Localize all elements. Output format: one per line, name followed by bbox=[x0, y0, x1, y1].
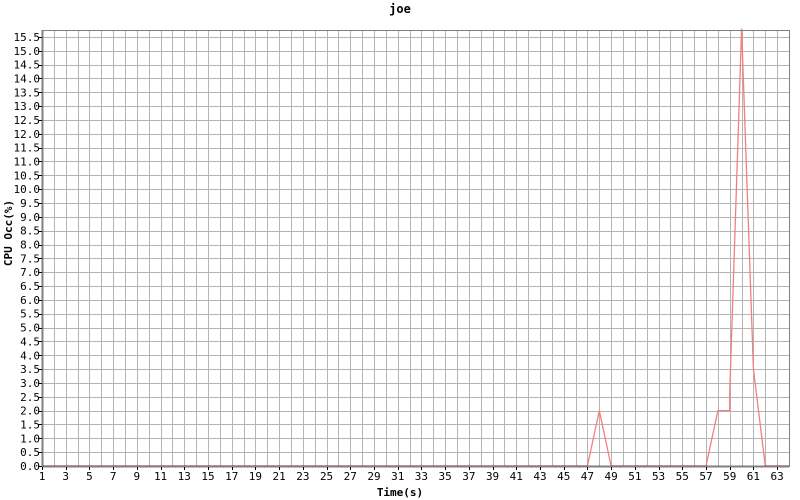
x-tick-label: 13 bbox=[178, 470, 191, 483]
y-tick-label: 15.5 bbox=[14, 31, 41, 44]
y-tick-label: 13.0 bbox=[14, 100, 41, 113]
y-tick-label: 14.0 bbox=[14, 72, 41, 85]
y-tick-label: 12.5 bbox=[14, 114, 41, 127]
y-tick-label: 6.0 bbox=[20, 294, 40, 307]
y-tick-label: 14.5 bbox=[14, 59, 41, 72]
x-tick-label: 57 bbox=[699, 470, 712, 483]
y-tick-label: 10.0 bbox=[14, 183, 41, 196]
x-tick-label: 21 bbox=[273, 470, 286, 483]
x-tick-label: 43 bbox=[533, 470, 546, 483]
y-tick-label: 3.5 bbox=[20, 363, 40, 376]
y-tick-label: 7.0 bbox=[20, 266, 40, 279]
x-tick-label: 7 bbox=[110, 470, 117, 483]
y-tick-label: 4.5 bbox=[20, 335, 40, 348]
y-tick-label: 0.5 bbox=[20, 446, 40, 459]
x-tick-label: 17 bbox=[225, 470, 238, 483]
grid-lines bbox=[42, 30, 789, 466]
x-tick-label: 53 bbox=[652, 470, 665, 483]
x-tick-label: 27 bbox=[344, 470, 357, 483]
series-group bbox=[42, 28, 789, 467]
x-tick-label: 11 bbox=[154, 470, 167, 483]
y-tick-label: 8.5 bbox=[20, 225, 40, 238]
y-tick-label: 1.0 bbox=[20, 432, 40, 445]
y-tick-label: 15.0 bbox=[14, 45, 41, 58]
x-tick-label: 5 bbox=[86, 470, 93, 483]
y-tick-label: 6.5 bbox=[20, 280, 40, 293]
x-tick-label: 29 bbox=[367, 470, 380, 483]
x-axis-label: Time(s) bbox=[377, 486, 423, 499]
y-tick-label: 11.5 bbox=[14, 142, 41, 155]
y-tick-label: 1.5 bbox=[20, 418, 40, 431]
x-tick-label: 39 bbox=[486, 470, 499, 483]
x-tick-label: 47 bbox=[581, 470, 594, 483]
series-line bbox=[42, 28, 789, 467]
x-tick-label: 31 bbox=[391, 470, 404, 483]
x-tick-label: 59 bbox=[723, 470, 736, 483]
x-tick-label: 25 bbox=[320, 470, 333, 483]
y-tick-label: 5.0 bbox=[20, 322, 40, 335]
y-tick-label: 10.5 bbox=[14, 169, 41, 182]
x-tick-label: 55 bbox=[676, 470, 689, 483]
x-tick-label: 15 bbox=[201, 470, 214, 483]
chart-title: joe bbox=[389, 2, 411, 16]
y-tick-label: 11.0 bbox=[14, 155, 41, 168]
y-tick-label: 12.0 bbox=[14, 128, 41, 141]
x-tick-label: 35 bbox=[439, 470, 452, 483]
x-tick-label: 1 bbox=[39, 470, 46, 483]
x-tick-label: 63 bbox=[771, 470, 784, 483]
y-tick-label: 2.5 bbox=[20, 391, 40, 404]
y-tick-label: 3.0 bbox=[20, 377, 40, 390]
x-tick-label: 33 bbox=[415, 470, 428, 483]
x-tick-label: 45 bbox=[557, 470, 570, 483]
x-axis-ticks: 1 3 5 7 9 11 13 15 17 19 21 23 25 27 29 31 33 35 37 39 41 43 4… bbox=[39, 466, 784, 483]
x-tick-label: 37 bbox=[462, 470, 475, 483]
x-tick-label: 51 bbox=[628, 470, 641, 483]
x-tick-label: 49 bbox=[605, 470, 618, 483]
x-tick-label: 61 bbox=[747, 470, 760, 483]
y-tick-label: 2.0 bbox=[20, 405, 40, 418]
y-tick-label: 4.0 bbox=[20, 349, 40, 362]
y-tick-label: 9.0 bbox=[20, 211, 40, 224]
y-tick-label: 8.0 bbox=[20, 239, 40, 252]
x-tick-label: 41 bbox=[510, 470, 523, 483]
x-tick-label: 3 bbox=[62, 470, 69, 483]
x-tick-label: 23 bbox=[296, 470, 309, 483]
y-tick-label: 13.5 bbox=[14, 86, 41, 99]
x-tick-label: 9 bbox=[134, 470, 141, 483]
y-axis-label: CPU Occ(%) bbox=[2, 200, 15, 266]
x-tick-label: 19 bbox=[249, 470, 262, 483]
y-tick-label: 5.5 bbox=[20, 308, 40, 321]
y-tick-label: 9.5 bbox=[20, 197, 40, 210]
plot-frame bbox=[42, 30, 790, 467]
y-tick-label: 0.0 bbox=[20, 460, 40, 473]
y-axis-ticks: 0.00.51.01.52.02.53.03.54.04.55.05.56.06… bbox=[14, 31, 42, 473]
y-tick-label: 7.5 bbox=[20, 252, 40, 265]
